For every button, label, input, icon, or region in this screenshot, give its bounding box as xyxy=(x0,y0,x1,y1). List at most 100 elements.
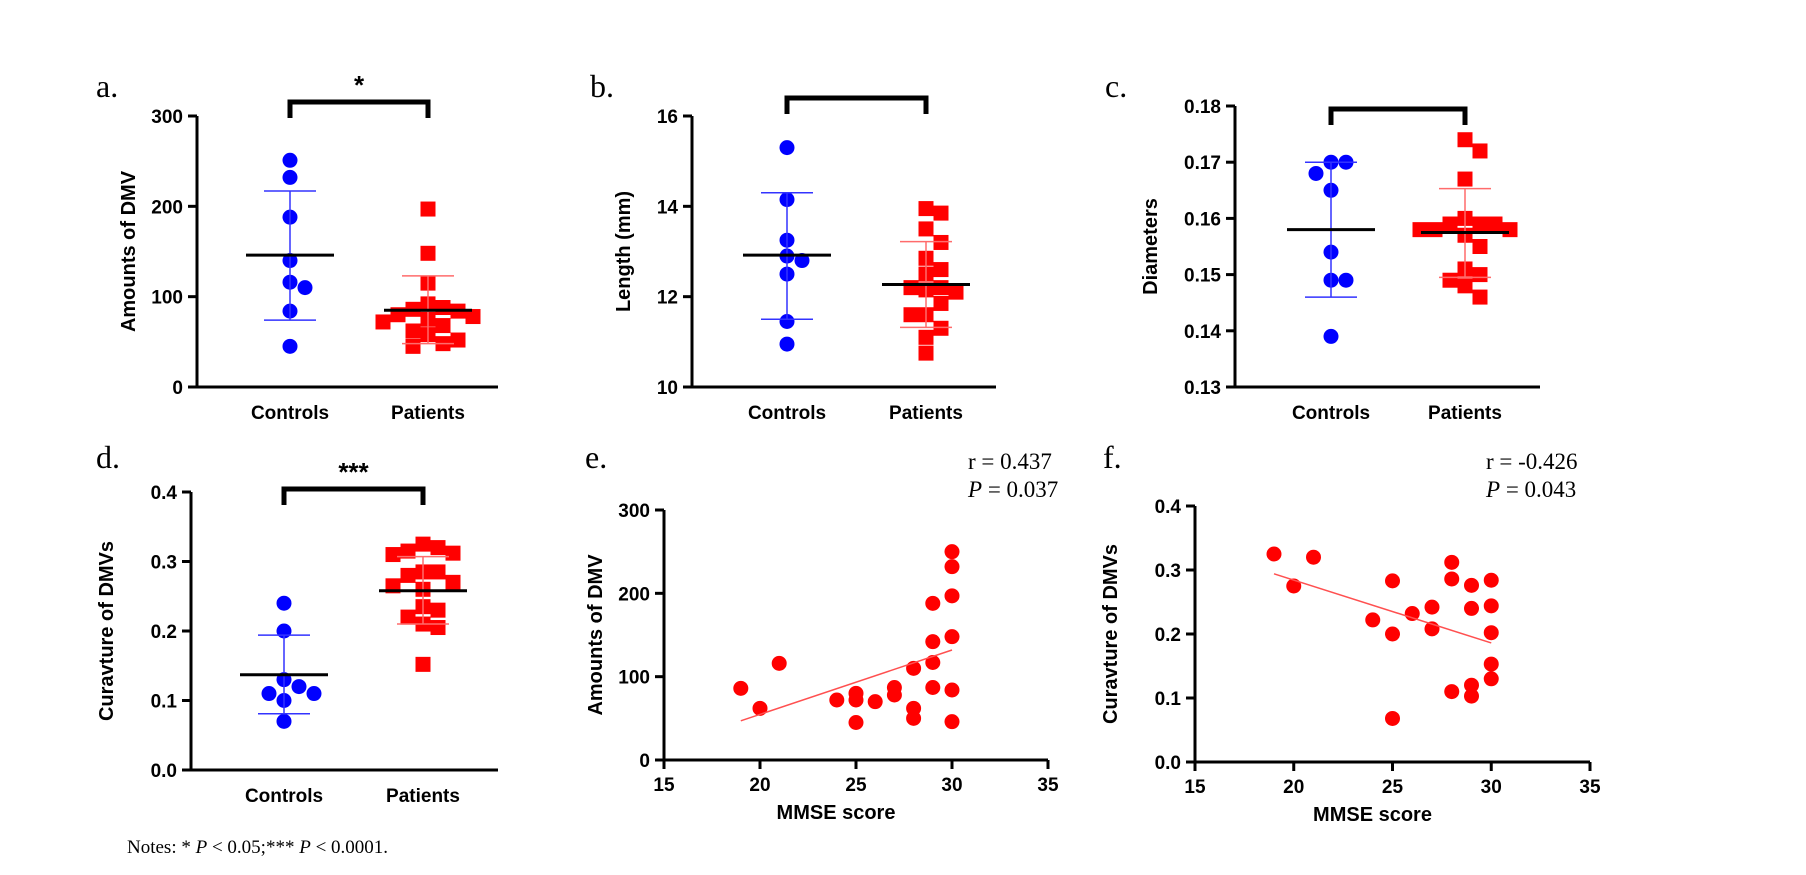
data-point xyxy=(1464,600,1479,616)
patients-point xyxy=(1472,143,1488,159)
data-point xyxy=(1266,546,1282,562)
patients-point xyxy=(445,545,461,561)
data-point xyxy=(848,715,864,730)
patients-point xyxy=(420,201,436,217)
panel-c: c. 0.13 0.14 0.15 0.16 0.17 0.18 Diameters Contr… xyxy=(1105,68,1540,424)
controls-point xyxy=(1308,165,1324,181)
data-point xyxy=(771,655,787,671)
panel-f: f. 0.0 0.1 0.2 0.3 0.4 Curavture of DMVs 15 20 25… xyxy=(1100,439,1601,826)
patients-point xyxy=(385,547,401,563)
controls-point xyxy=(282,152,298,168)
notes-p2: P xyxy=(298,837,311,858)
controls-point xyxy=(779,336,795,352)
patients-point xyxy=(918,345,934,361)
data-point xyxy=(1444,684,1460,700)
x-category-label: Controls xyxy=(245,786,323,807)
x-category-label: Controls xyxy=(251,403,329,424)
patients-point xyxy=(415,536,431,552)
y-tick-label: 0.1 xyxy=(1155,689,1182,710)
data-point xyxy=(848,692,864,708)
data-point xyxy=(944,559,960,575)
patients-point xyxy=(933,320,949,336)
panel-d: d. 0.0 0.1 0.2 0.3 0.4 Curavture of DMVs Contro… xyxy=(96,439,498,807)
data-point xyxy=(1464,677,1479,693)
patients-point xyxy=(1472,267,1488,283)
x-tick-label: 35 xyxy=(1579,777,1601,798)
controls-point xyxy=(779,140,795,156)
data-point xyxy=(1385,710,1400,726)
y-tick-label: 0.4 xyxy=(151,483,178,504)
panel-letter: f. xyxy=(1103,439,1122,475)
panel-letter: c. xyxy=(1105,68,1127,104)
controls-point xyxy=(1323,328,1339,344)
y-tick-label: 0.13 xyxy=(1184,378,1221,399)
y-tick-label: 0.3 xyxy=(1155,561,1181,582)
x-tick-label: 30 xyxy=(1481,777,1502,798)
patients-point xyxy=(948,284,964,300)
patients-point xyxy=(1472,289,1488,305)
p-value-text: = 0.043 xyxy=(1500,477,1576,502)
y-axis-label: Amounts of DMV xyxy=(585,554,607,716)
y-tick-label: 0.14 xyxy=(1184,322,1221,343)
y-tick-label: 0.16 xyxy=(1184,209,1221,230)
data-point xyxy=(925,655,941,670)
regression-line xyxy=(740,649,953,722)
y-tick-label: 200 xyxy=(618,584,650,605)
x-tick-label: 25 xyxy=(1382,777,1404,798)
x-tick-label: 25 xyxy=(845,775,867,796)
x-axis-label: MMSE score xyxy=(1313,804,1432,826)
notes-suffix: < 0.0001. xyxy=(311,837,388,858)
patients-point xyxy=(933,234,949,250)
y-tick-label: 300 xyxy=(618,501,650,522)
patients-point xyxy=(450,332,466,348)
controls-point xyxy=(291,679,307,695)
patients-point xyxy=(1457,278,1473,294)
patients-point xyxy=(430,602,446,618)
patients-point xyxy=(933,205,949,221)
patients-point xyxy=(405,323,421,339)
patients-point xyxy=(465,309,481,325)
y-tick-label: 0.15 xyxy=(1184,266,1221,287)
data-point xyxy=(925,634,941,650)
data-point xyxy=(1483,656,1499,672)
controls-point xyxy=(306,686,322,702)
data-point xyxy=(1483,625,1499,641)
x-category-label: Patients xyxy=(391,403,465,424)
patients-point xyxy=(415,656,431,672)
y-tick-label: 200 xyxy=(151,197,183,218)
y-axis-label: Amounts of DMV xyxy=(118,170,140,332)
patients-point xyxy=(430,620,446,636)
data-point xyxy=(1464,688,1479,704)
p-label: P xyxy=(967,477,982,502)
patients-point xyxy=(435,318,451,334)
y-tick-label: 0 xyxy=(639,751,650,772)
patients-point xyxy=(400,543,416,559)
x-tick-label: 15 xyxy=(653,775,675,796)
notes-p1: P xyxy=(195,837,208,858)
patients-point xyxy=(420,245,436,261)
r-value: r = -0.426 xyxy=(1486,449,1578,474)
r-value: r = 0.437 xyxy=(968,449,1052,474)
y-axis-label: Diameters xyxy=(1140,198,1162,295)
y-tick-label: 16 xyxy=(657,107,678,128)
x-category-label: Patients xyxy=(889,403,963,424)
y-tick-label: 10 xyxy=(657,378,678,399)
panel-a: a. 0 100 200 300 Amounts of DMV Controls Patien… xyxy=(96,68,498,424)
data-point xyxy=(1483,598,1499,614)
controls-point xyxy=(1338,272,1354,288)
data-point xyxy=(1385,626,1400,642)
y-axis-label: Length (mm) xyxy=(613,191,635,312)
patients-point xyxy=(933,262,949,278)
notes-text: Notes: * P < 0.05;*** P < 0.0001. xyxy=(127,837,388,858)
patients-point xyxy=(375,314,391,330)
patients-point xyxy=(933,280,949,296)
data-point xyxy=(944,714,960,730)
y-tick-label: 0.4 xyxy=(1155,497,1182,518)
patients-point xyxy=(400,567,416,583)
patients-point xyxy=(1442,272,1458,288)
patients-point xyxy=(1457,132,1473,148)
data-point xyxy=(1483,572,1499,588)
notes-prefix: Notes: * xyxy=(127,837,196,858)
patients-point xyxy=(1472,216,1488,232)
